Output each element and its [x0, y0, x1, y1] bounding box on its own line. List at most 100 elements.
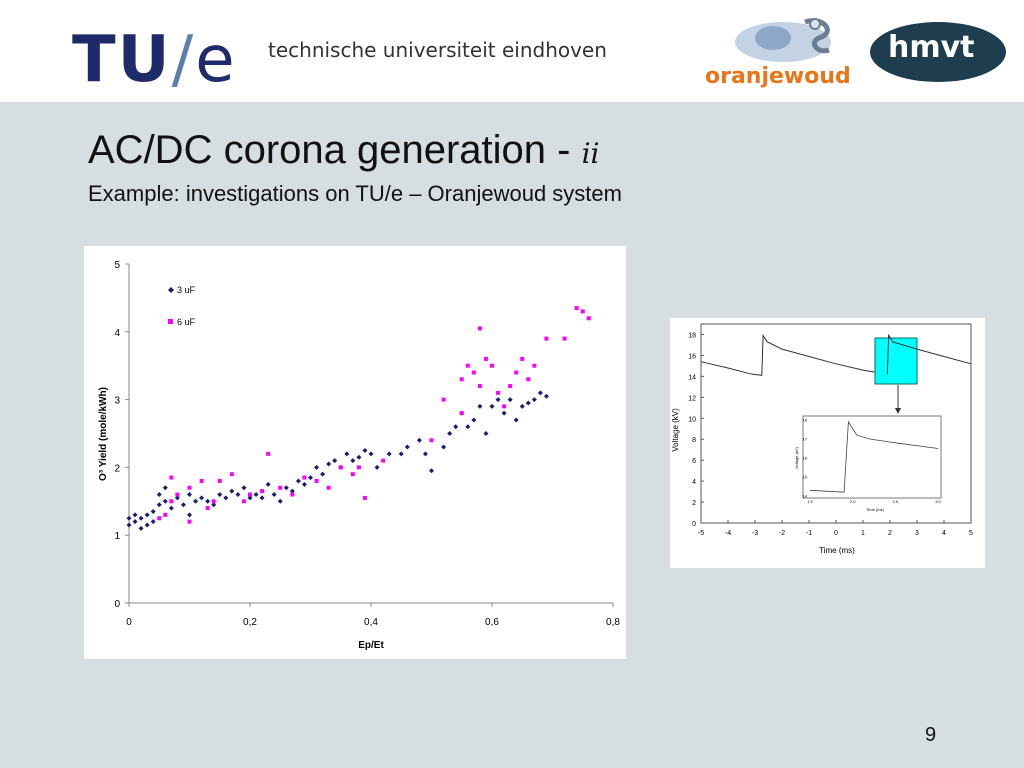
data-point-6uF — [217, 478, 222, 483]
y-tick-label: 14 — [688, 374, 696, 381]
data-point-6uF — [169, 499, 174, 504]
x-tick-label: 2 — [888, 530, 892, 537]
data-point-6uF — [266, 451, 271, 456]
y-tick-label: 3 — [114, 396, 120, 407]
data-point-3uF — [519, 403, 525, 409]
x-tick-label: 0,2 — [243, 617, 257, 628]
x-tick-label: -2 — [779, 530, 785, 537]
data-point-3uF — [422, 451, 428, 457]
inset-frame — [802, 415, 942, 499]
data-point-3uF — [537, 390, 543, 396]
data-point-3uF — [374, 464, 380, 470]
legend-marker-3uF — [168, 287, 174, 293]
data-point-6uF — [532, 363, 537, 368]
data-point-6uF — [508, 384, 513, 389]
data-point-6uF — [260, 489, 265, 494]
x-tick-label: 0 — [126, 617, 132, 628]
data-point-6uF — [199, 478, 204, 483]
x-tick-label: 4 — [942, 530, 946, 537]
y-tick-label: 2 — [692, 500, 696, 507]
data-point-3uF — [217, 492, 223, 498]
data-point-3uF — [126, 522, 132, 528]
data-point-3uF — [223, 495, 229, 501]
slide-title-glyph: ii — [581, 137, 600, 170]
header: TU/e technische universiteit eindhoven o… — [0, 0, 1024, 102]
data-point-3uF — [253, 492, 259, 498]
inset-y-tick-label: 14 — [803, 494, 808, 499]
data-point-3uF — [295, 478, 301, 484]
data-point-6uF — [490, 363, 494, 368]
data-point-6uF — [350, 472, 355, 477]
legend-label-3uF: 3 uF — [177, 285, 196, 295]
x-tick-label: -4 — [725, 530, 731, 537]
data-point-6uF — [205, 506, 210, 511]
data-point-6uF — [483, 356, 488, 361]
data-point-3uF — [453, 424, 459, 430]
tue-logo: TU/e — [72, 23, 237, 97]
data-point-3uF — [386, 451, 392, 457]
y-tick-label: 12 — [688, 395, 696, 402]
x-axis-label: Time (ms) — [819, 546, 855, 555]
x-tick-label: -1 — [806, 530, 812, 537]
data-point-6uF — [356, 465, 361, 470]
data-point-3uF — [465, 424, 471, 430]
inset-y-tick-label: 17 — [803, 437, 808, 442]
data-point-3uF — [162, 485, 168, 491]
y-tick-label: 1 — [114, 531, 120, 542]
data-point-6uF — [187, 519, 192, 524]
data-point-3uF — [477, 403, 483, 409]
data-point-6uF — [362, 495, 367, 500]
data-point-3uF — [156, 502, 162, 508]
data-point-6uF — [175, 492, 180, 497]
data-point-6uF — [477, 384, 482, 389]
data-point-6uF — [471, 370, 476, 375]
hmvt-logo: hmvt — [868, 20, 1008, 84]
data-point-6uF — [496, 390, 501, 395]
y-tick-label: 0 — [692, 521, 696, 528]
data-point-3uF — [356, 454, 362, 460]
data-point-3uF — [429, 468, 434, 474]
data-point-6uF — [211, 499, 216, 504]
inset-x-tick-label: 3.0 — [935, 499, 941, 504]
inset-y-tick-label: 18 — [803, 418, 808, 423]
y-tick-label: 8 — [692, 437, 696, 444]
data-point-3uF — [404, 444, 410, 450]
data-point-3uF — [513, 417, 519, 423]
data-point-3uF — [277, 498, 283, 504]
data-point-3uF — [531, 397, 537, 403]
data-point-3uF — [344, 451, 350, 457]
data-point-6uF — [381, 458, 386, 463]
voltage-series-line — [700, 333, 972, 376]
data-point-3uF — [174, 495, 180, 501]
inset-x-label: Time (ms) — [866, 507, 885, 512]
x-tick-label: 1 — [861, 530, 865, 537]
inset-y-tick-label: 15 — [803, 475, 808, 480]
data-point-3uF — [314, 464, 320, 470]
data-point-3uF — [168, 505, 174, 511]
slide-title-text: AC/DC corona generation - — [88, 128, 582, 172]
data-point-3uF — [289, 488, 295, 494]
data-point-3uF — [162, 498, 168, 504]
data-point-3uF — [507, 397, 513, 403]
data-point-3uF — [187, 492, 192, 498]
data-point-3uF — [398, 451, 404, 457]
inset-x-tick-label: 2.5 — [893, 499, 899, 504]
data-point-6uF — [459, 377, 464, 382]
data-point-6uF — [248, 492, 252, 497]
data-point-3uF — [187, 512, 192, 518]
data-point-6uF — [187, 485, 192, 490]
data-point-6uF — [465, 363, 470, 368]
data-point-6uF — [429, 438, 434, 443]
data-point-3uF — [283, 485, 289, 491]
data-point-6uF — [278, 485, 283, 490]
data-point-3uF — [132, 512, 138, 518]
legend-marker-6uF — [168, 319, 173, 324]
data-point-3uF — [132, 519, 138, 525]
y-tick-label: 2 — [114, 463, 120, 474]
data-point-3uF — [447, 431, 453, 436]
data-point-6uF — [241, 499, 246, 504]
data-point-6uF — [290, 492, 295, 497]
zoom-highlight-box — [874, 337, 918, 385]
data-point-6uF — [520, 356, 525, 361]
